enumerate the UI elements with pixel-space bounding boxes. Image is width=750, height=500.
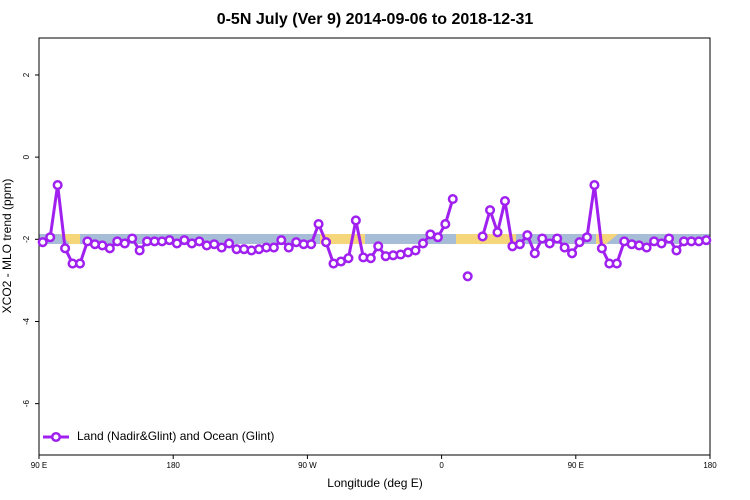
data-point: [313, 219, 324, 230]
x-tick-label: 0: [439, 461, 444, 470]
data-point: [611, 258, 622, 269]
surface-band: [39, 234, 710, 244]
data-point: [127, 233, 138, 244]
data-point: [514, 239, 525, 250]
data-point: [485, 205, 496, 216]
x-axis-label: Longitude (deg E): [327, 476, 422, 490]
data-point: [589, 180, 600, 191]
data-point: [440, 219, 451, 230]
data-point: [671, 245, 682, 256]
data-point: [343, 253, 354, 264]
data-point: [45, 232, 56, 243]
y-axis-label: XCO2 - MLO trend (ppm): [0, 179, 14, 314]
data-point: [462, 271, 473, 282]
data-point: [663, 233, 675, 244]
land-band: [320, 234, 365, 244]
data-point: [365, 253, 376, 264]
data-point: [544, 238, 555, 249]
data-point: [567, 248, 578, 259]
data-point: [559, 242, 570, 253]
ocean-band: [39, 234, 710, 244]
y-tick-label: -2: [22, 235, 31, 243]
data-point: [283, 242, 294, 253]
data-point: [499, 196, 511, 207]
data-point: [268, 242, 279, 253]
data-point: [60, 243, 71, 254]
data-point: [276, 235, 287, 246]
y-tick-label: 0: [22, 154, 31, 159]
data-point: [134, 245, 145, 256]
y-tick-label: -4: [22, 317, 31, 325]
data-point: [529, 248, 540, 259]
data-point: [522, 230, 533, 241]
x-tick-label: 90 E: [31, 461, 47, 470]
data-point: [104, 243, 115, 254]
chart-title: 0-5N July (Ver 9) 2014-09-06 to 2018-12-…: [217, 11, 534, 28]
data-point: [52, 180, 63, 191]
data-point: [432, 232, 443, 243]
data-point: [320, 237, 332, 248]
legend-label: Land (Nadir&Glint) and Ocean (Glint): [77, 429, 274, 443]
y-tick-label: 2: [22, 72, 31, 77]
x-tick-label: 180: [703, 461, 717, 470]
data-point: [641, 242, 652, 253]
data-point: [119, 238, 130, 249]
data-point: [701, 235, 712, 246]
data-point: [224, 238, 235, 249]
data-point: [477, 231, 488, 242]
y-tick-label: -6: [22, 400, 31, 408]
x-tick-label: 180: [167, 461, 181, 470]
x-tick-label: 90 W: [298, 461, 317, 470]
data-point: [417, 238, 429, 249]
x-tick-label: 90 E: [568, 461, 584, 470]
data-point: [492, 227, 503, 238]
data-point: [74, 258, 86, 269]
data-point: [306, 239, 317, 250]
data-point: [552, 233, 563, 244]
data-point: [373, 241, 384, 252]
data-point: [410, 245, 421, 256]
data-point: [37, 237, 48, 248]
data-point: [194, 236, 205, 247]
data-point: [537, 233, 548, 244]
data-point: [350, 215, 361, 226]
data-point: [581, 232, 593, 243]
plot-frame: [38, 37, 711, 456]
data-point: [447, 193, 458, 205]
data-point: [596, 243, 607, 254]
data-point: [656, 238, 667, 249]
legend-marker: [50, 431, 62, 443]
data-point: [574, 237, 585, 248]
data-point: [216, 242, 227, 253]
